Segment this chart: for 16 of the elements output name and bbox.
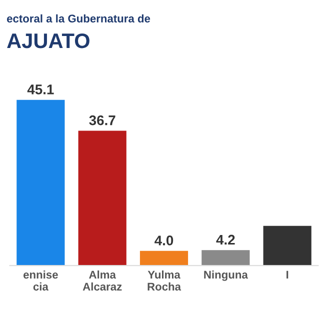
bar [16, 100, 65, 266]
x-tick-label: ennise cia [24, 270, 58, 291]
data-label: 4.0 [154, 236, 174, 246]
x-tick-label: Alma Alcaraz [82, 270, 122, 291]
bar [140, 250, 188, 266]
x-tick-label: Ninguna [204, 270, 248, 281]
data-label: 45.1 [27, 84, 54, 94]
chart-title: ectoral a la Gubernatura de [6, 14, 150, 23]
x-tick-label: Yulma Rocha [148, 270, 182, 291]
data-label: 4.2 [216, 234, 235, 245]
bar [78, 130, 126, 266]
bar [202, 250, 250, 266]
x-tick-label: I [286, 270, 288, 279]
bar [263, 226, 312, 266]
chart-subtitle: AJUATO [7, 33, 90, 48]
data-label: 36.7 [89, 115, 116, 126]
